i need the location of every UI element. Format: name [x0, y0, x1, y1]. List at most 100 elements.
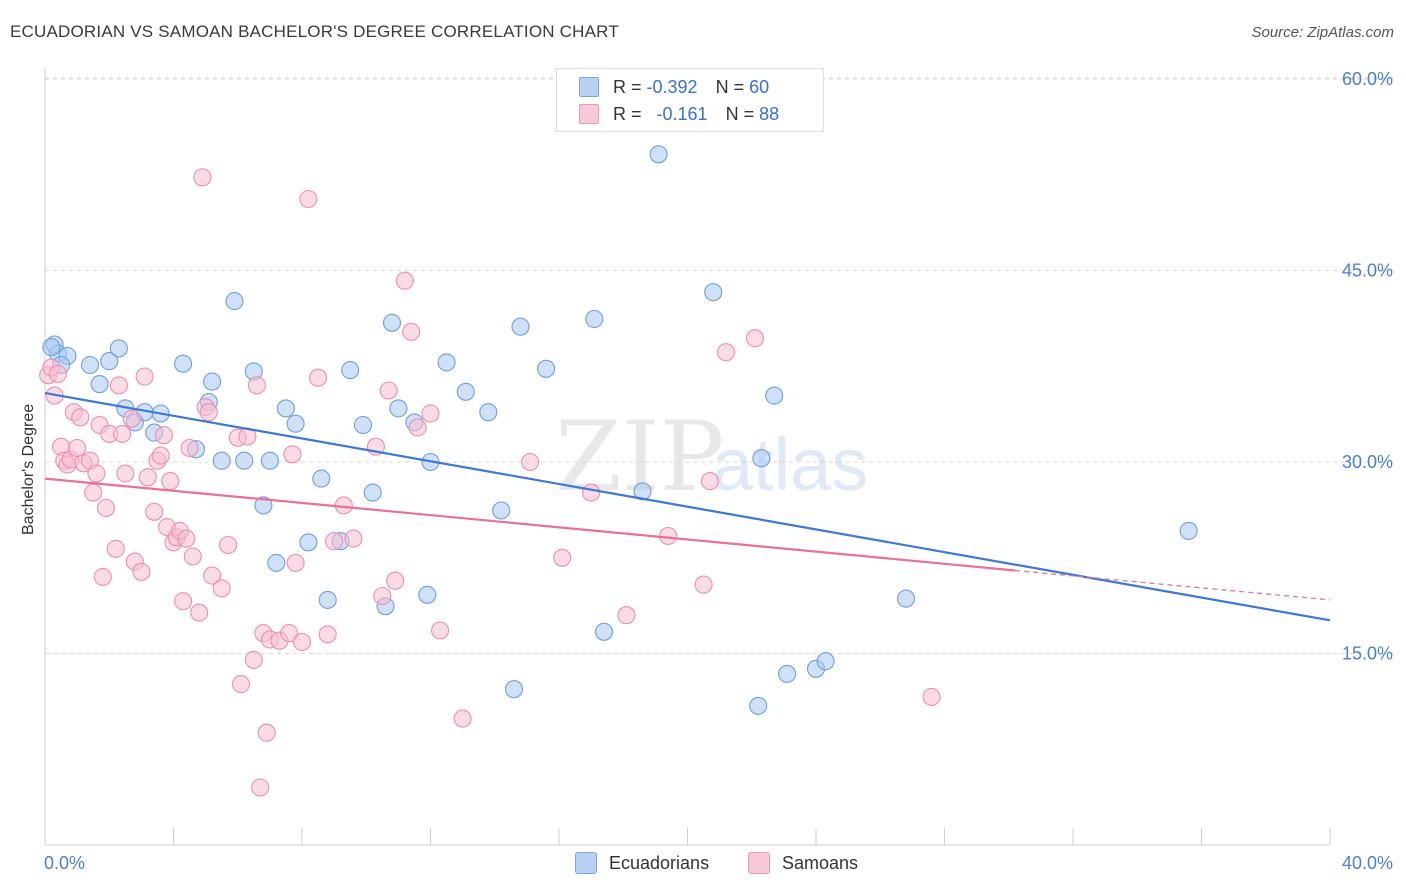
samoan-point	[96, 498, 116, 518]
legend-r-label: R =	[613, 103, 642, 124]
samoan-point	[231, 675, 251, 694]
legend-r-value: -0.392	[646, 76, 698, 97]
ecuadorian-point	[341, 361, 360, 380]
samoan-point	[283, 445, 302, 464]
samoan-point	[116, 464, 135, 483]
samoan-point	[292, 632, 312, 652]
samoan-point	[700, 472, 720, 491]
legend-n-label: N =	[715, 76, 745, 97]
legend-item-samoans[interactable]: Samoans	[748, 852, 858, 874]
ecuadorian-point	[312, 469, 331, 488]
y-axis-label: Bachelor's Degree	[20, 404, 37, 535]
samoan-point	[84, 483, 103, 502]
ecuadorian-point	[299, 533, 318, 552]
samoan-point	[257, 723, 276, 742]
samoan-point	[174, 592, 193, 611]
samoan-point	[280, 624, 299, 643]
samoan-point	[309, 368, 328, 387]
samoan-point	[219, 535, 238, 555]
ecuadorian-point	[353, 415, 373, 435]
ecuadorian-point	[42, 338, 61, 357]
samoan-point	[244, 650, 263, 669]
samoan-point	[553, 548, 572, 567]
legend-label-ecuadorians: Ecuadorians	[609, 852, 710, 873]
ecuadorian-point	[511, 317, 530, 336]
ecuadorian-point	[260, 451, 279, 470]
ecuadorian-point	[100, 352, 119, 371]
ecuadorian-point	[382, 313, 402, 332]
samoan-point	[93, 567, 112, 586]
samoan-point	[582, 483, 601, 502]
x-tick-label: 40.0%	[1342, 853, 1393, 873]
legend-row-ecuadorians: R = -0.392 N = 60	[579, 74, 769, 100]
samoan-point	[402, 322, 421, 341]
tick-labels: 15.0% 30.0% 45.0% 60.0% 0.0% 40.0%	[44, 69, 1393, 873]
y-tick-label: 45.0%	[1342, 261, 1393, 281]
legend-swatch-blue	[575, 852, 597, 874]
legend-n-value: 88	[759, 103, 780, 124]
legend-n-value: 60	[749, 76, 770, 97]
ecuadorian-point	[276, 399, 295, 418]
ecuadorian-point	[109, 339, 128, 358]
chart-title: ECUADORIAN VS SAMOAN BACHELOR'S DEGREE C…	[10, 22, 619, 41]
samoan-point	[379, 381, 398, 400]
ecuadorian-point	[80, 355, 100, 375]
ecuadorian-point	[896, 589, 916, 608]
ecuadorian-point	[765, 386, 784, 405]
samoan-point	[386, 571, 405, 590]
ecuadorian-point	[286, 414, 305, 433]
samoan-point	[344, 529, 363, 548]
samoan-point	[87, 464, 106, 483]
ecuadorian-point	[437, 353, 456, 372]
samoan-point	[151, 446, 170, 465]
samoan-point	[199, 403, 218, 422]
series-legend: Ecuadorians Samoans	[0, 852, 1406, 876]
watermark-atlas: atlas	[712, 423, 868, 506]
ecuadorian-point	[492, 501, 511, 520]
samoan-point	[71, 408, 90, 427]
samoan-point	[212, 579, 231, 598]
source-label: Source: ZipAtlas.com	[1251, 24, 1394, 41]
ecuadorian-point	[649, 145, 668, 164]
samoan-point	[122, 409, 141, 428]
samoan-point	[161, 472, 180, 491]
legend-item-ecuadorians[interactable]: Ecuadorians	[575, 852, 709, 874]
ecuadorian-point	[389, 399, 408, 418]
zipatlas-watermark: ZIP atlas	[555, 401, 868, 513]
ecuadorian-point	[212, 451, 231, 470]
ecuadorian-point	[585, 309, 604, 329]
ecuadorian-point	[704, 283, 723, 302]
ecuadorian-point	[267, 553, 286, 572]
samoan-point	[299, 189, 318, 209]
ecuadorian-point	[749, 696, 768, 715]
samoan-point	[922, 687, 941, 706]
stats-legend: R = -0.392 N = 60 R = -0.161 N = 88	[556, 68, 824, 132]
ecuadorian-point	[363, 483, 382, 502]
ecuadorian-point	[752, 449, 771, 468]
samoan-point	[138, 468, 157, 487]
ecuadorian-point	[633, 482, 652, 501]
ecuadorian-trend-line	[44, 391, 1331, 622]
samoan-point	[132, 562, 151, 581]
samoan-point	[716, 343, 736, 362]
legend-n-label: N =	[725, 103, 755, 124]
trend-lines	[44, 391, 1331, 622]
ecuadorian-point	[90, 375, 109, 394]
samoan-point	[106, 539, 125, 558]
ecuadorian-point	[203, 372, 222, 391]
ecuadorian-point	[1179, 521, 1198, 540]
y-tick-label: 30.0%	[1342, 452, 1393, 472]
samoan-point	[247, 376, 267, 395]
samoan-point	[694, 575, 713, 594]
samoan-point	[177, 529, 196, 548]
ecuadorian-point	[504, 680, 524, 699]
samoan-point	[193, 168, 212, 187]
samoan-point	[431, 621, 450, 640]
samoan-point	[286, 553, 305, 572]
samoan-point	[154, 426, 173, 445]
ecuadorian-point	[778, 664, 797, 683]
ecuadorian-point	[318, 590, 337, 609]
ecuadorian-point	[174, 354, 193, 373]
samoan-trend-line	[44, 477, 1016, 572]
samoan-point	[251, 778, 270, 797]
